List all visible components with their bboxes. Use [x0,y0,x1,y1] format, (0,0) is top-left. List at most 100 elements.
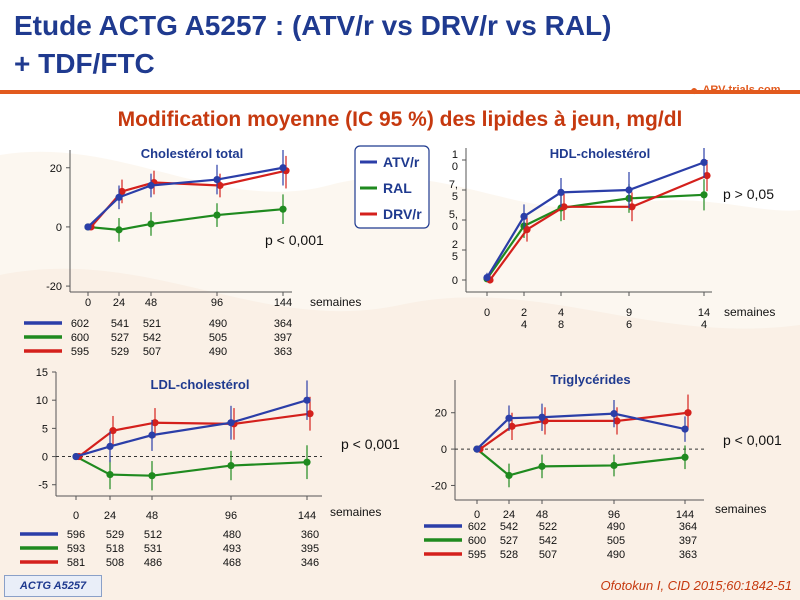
n-value: 486 [144,557,162,569]
data-point-ral [700,191,708,199]
data-point-ral [227,461,235,470]
n-value: 602 [71,318,89,330]
x-tick-label: 48 [146,510,158,522]
n-value: 363 [679,549,697,561]
n-value: 468 [223,557,241,569]
n-value: 518 [106,543,124,555]
n-value: 541 [111,318,129,330]
data-point-ral [115,226,123,234]
legend-box [354,145,430,229]
n-value: 602 [468,521,486,533]
legend-label: ATV/r [383,154,420,170]
data-point-atv [227,419,235,427]
n-value: 397 [274,332,292,344]
chart-title: Cholestérol total [141,146,244,161]
y-tick-label: 20 [435,408,447,420]
data-point-drv [684,409,692,417]
series-line-drv [78,412,311,458]
n-value: 490 [209,318,227,330]
n-value: 493 [223,543,241,555]
data-point-ral [610,461,618,470]
data-point-atv [483,274,491,282]
p-value: p < 0,001 [723,432,782,448]
data-point-atv [148,431,156,439]
data-point-ral [106,470,114,479]
data-point-drv [306,410,314,418]
y-tick-label: -5 [38,480,48,492]
data-point-drv [118,187,126,196]
y-tick-label: -20 [431,480,447,492]
y-tick-label: 15 [36,367,48,379]
n-value: 360 [301,529,319,541]
citation: Ofotokun I, CID 2015;60:1842-51 [600,578,792,593]
title-divider [0,90,800,94]
n-value: 528 [500,549,518,561]
x-tick-label: 0 [85,297,91,309]
page-title-line2: + TDF/FTC [14,48,155,79]
chart-hdl [462,148,712,296]
n-value: 527 [500,535,518,547]
logo-text: ARV-trials.com [702,84,781,96]
data-point-drv [523,226,531,234]
data-point-atv [520,212,528,220]
chart-chol [24,150,292,353]
n-value: 507 [143,346,161,358]
p-value: p < 0,001 [341,436,400,452]
y-tick-label: 10 [36,395,48,407]
y-tick-label: -20 [46,281,62,293]
data-point-ral [538,462,546,470]
y-tick-label: 20 [50,163,62,175]
n-value: 531 [144,543,162,555]
legend-label: DRV/r [383,206,422,222]
p-value: p > 0,05 [723,186,774,202]
series-line-ral [476,448,686,477]
x-tick-label: 24 [503,509,515,521]
chart-subtitle: Modification moyenne (IC 95 %) des lipid… [117,108,683,131]
data-point-drv [109,427,117,435]
x-tick-label: 144 [274,297,292,309]
n-value: 364 [679,521,697,533]
background-wave [0,151,800,600]
data-point-atv [303,396,311,404]
n-value: 593 [67,543,85,555]
n-value: 397 [679,535,697,547]
y-tick-label: 5, 0 [449,209,458,233]
data-point-atv [681,425,689,433]
data-point-drv [216,181,224,190]
x-tick-label: 0 [474,509,480,521]
x-tick-label: 0 [73,510,79,522]
chart-tg [424,380,704,556]
x-axis-label: semaines [310,295,361,309]
n-value: 529 [106,529,124,541]
x-tick-label: 144 [298,510,316,522]
y-tick-label: 5 [42,423,48,435]
x-tick-label: 96 [211,297,223,309]
n-value: 522 [539,521,557,533]
n-value: 596 [67,529,85,541]
data-point-atv [72,452,80,461]
arv-trials-logo-icon: ● [690,82,699,98]
data-point-atv [505,414,513,422]
logo: ● ARV-trials.com [690,80,781,100]
data-point-ral [505,471,513,480]
n-value: 595 [468,549,486,561]
n-value: 364 [274,318,292,330]
data-point-atv [473,445,481,453]
data-point-atv [557,188,565,196]
n-value: 527 [111,332,129,344]
n-value: 595 [71,346,89,358]
n-value: 490 [209,346,227,358]
data-point-ral [303,458,311,466]
data-point-atv [625,186,633,194]
chart-title: LDL-cholestérol [151,377,250,392]
x-tick-label: 48 [536,509,548,521]
n-value: 505 [209,332,227,344]
data-point-drv [628,203,636,211]
study-tag: ACTG A5257 [4,575,102,597]
n-value: 480 [223,529,241,541]
